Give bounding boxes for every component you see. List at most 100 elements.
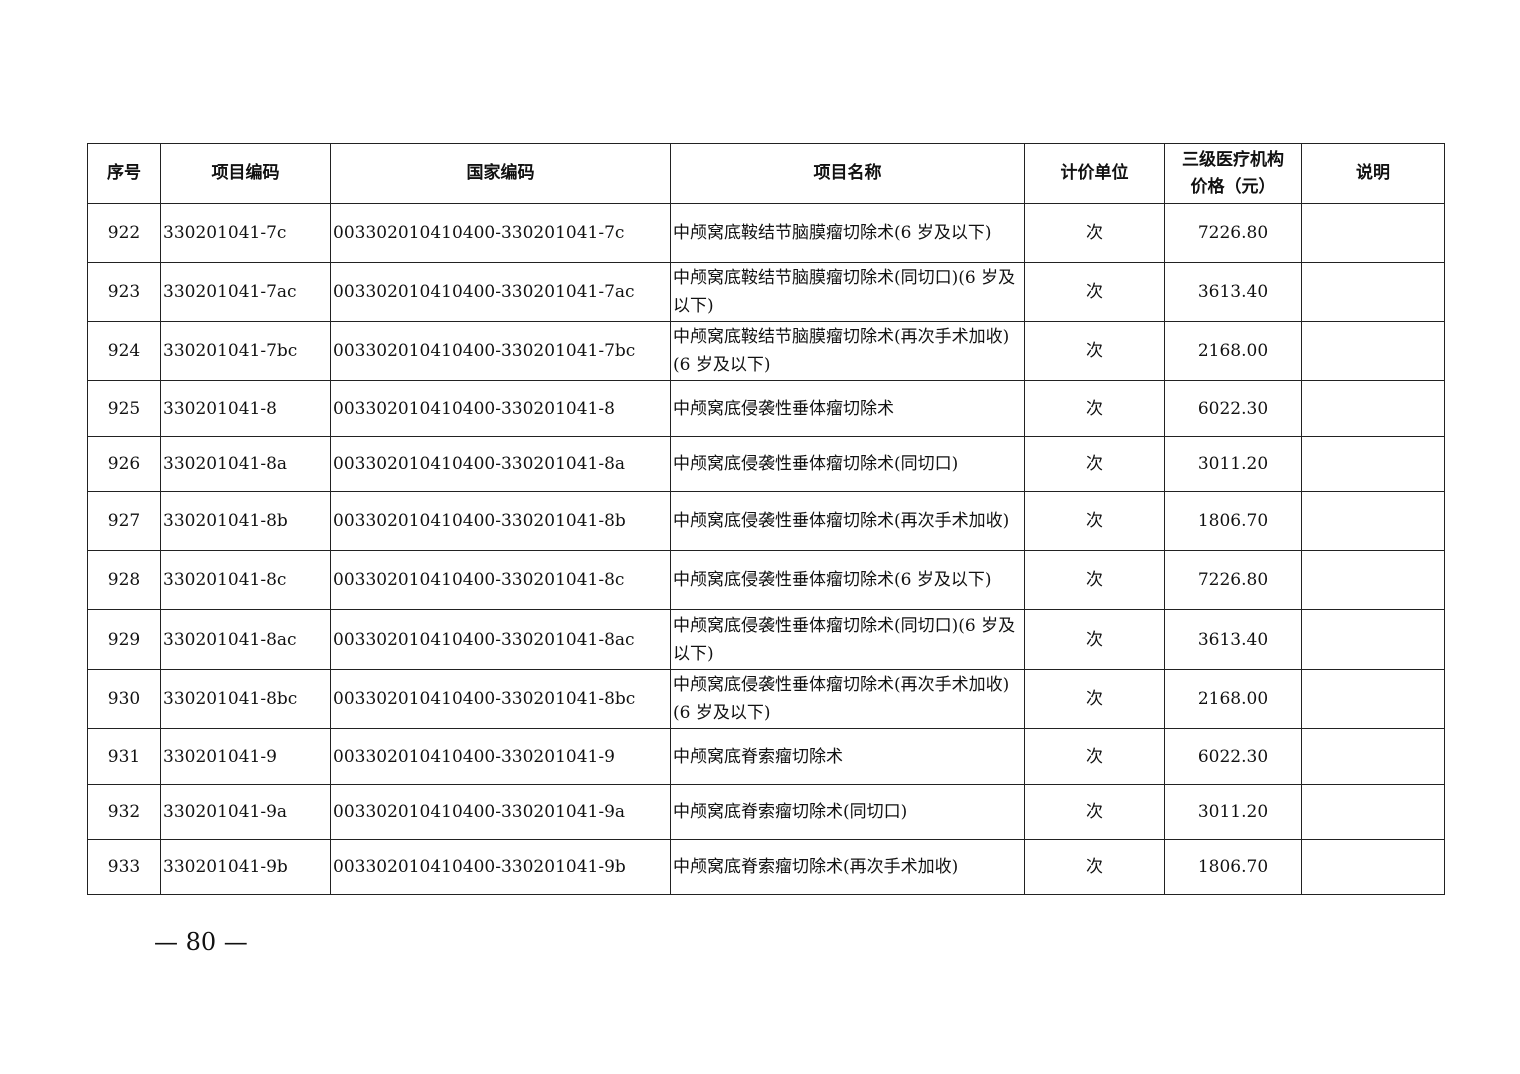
- table-row: 928 330201041-8c 003302010410400-330201041…: [87, 550, 1445, 610]
- table-row: 927 330201041-8b 003302010410400-330201041…: [87, 491, 1445, 551]
- cell-unit: 次: [1024, 436, 1165, 492]
- cell-code: 330201041-8ac: [160, 609, 331, 670]
- cell-unit: 次: [1024, 669, 1165, 729]
- cell-name: 中颅窝底侵袭性垂体瘤切除术(再次手术加收)(6 岁及以下): [670, 669, 1025, 729]
- cell-name: 中颅窝底脊索瘤切除术: [670, 728, 1025, 785]
- cell-code: 330201041-9a: [160, 784, 331, 840]
- table-row: 929 330201041-8ac 003302010410400-33020104…: [87, 609, 1445, 670]
- cell-no: 923: [87, 262, 161, 322]
- cell-note: [1301, 839, 1445, 895]
- cell-national-code: 003302010410400-330201041-7ac: [330, 262, 671, 322]
- cell-price: 1806.70: [1164, 491, 1302, 551]
- cell-name: 中颅窝底侵袭性垂体瘤切除术(再次手术加收): [670, 491, 1025, 551]
- cell-national-code: 003302010410400-330201041-9a: [330, 784, 671, 840]
- cell-name: 中颅窝底鞍结节脑膜瘤切除术(再次手术加收)(6 岁及以下): [670, 321, 1025, 381]
- cell-name: 中颅窝底侵袭性垂体瘤切除术: [670, 380, 1025, 437]
- header-note: 说明: [1301, 143, 1445, 204]
- cell-no: 930: [87, 669, 161, 729]
- cell-note: [1301, 262, 1445, 322]
- cell-unit: 次: [1024, 728, 1165, 785]
- cell-national-code: 003302010410400-330201041-8: [330, 380, 671, 437]
- cell-unit: 次: [1024, 380, 1165, 437]
- cell-note: [1301, 669, 1445, 729]
- cell-no: 924: [87, 321, 161, 381]
- cell-no: 928: [87, 550, 161, 610]
- cell-price: 3613.40: [1164, 609, 1302, 670]
- cell-national-code: 003302010410400-330201041-9b: [330, 839, 671, 895]
- table-row: 924 330201041-7bc 003302010410400-33020104…: [87, 321, 1445, 381]
- cell-code: 330201041-9b: [160, 839, 331, 895]
- table-row: 930 330201041-8bc 003302010410400-33020104…: [87, 669, 1445, 729]
- cell-no: 922: [87, 203, 161, 263]
- cell-no: 925: [87, 380, 161, 437]
- cell-code: 330201041-7ac: [160, 262, 331, 322]
- cell-code: 330201041-7c: [160, 203, 331, 263]
- cell-code: 330201041-8: [160, 380, 331, 437]
- cell-unit: 次: [1024, 550, 1165, 610]
- header-price-line1: 三级医疗机构: [1182, 149, 1284, 170]
- cell-code: 330201041-8b: [160, 491, 331, 551]
- cell-note: [1301, 380, 1445, 437]
- cell-unit: 次: [1024, 784, 1165, 840]
- cell-unit: 次: [1024, 839, 1165, 895]
- cell-price: 3011.20: [1164, 436, 1302, 492]
- cell-unit: 次: [1024, 609, 1165, 670]
- cell-no: 931: [87, 728, 161, 785]
- table-header-row: 序号 项目编码 国家编码 项目名称 计价单位 三级医疗机构 价格（元） 说明: [87, 143, 1445, 204]
- cell-price: 3613.40: [1164, 262, 1302, 322]
- cell-unit: 次: [1024, 262, 1165, 322]
- cell-name: 中颅窝底侵袭性垂体瘤切除术(6 岁及以下): [670, 550, 1025, 610]
- cell-price: 7226.80: [1164, 550, 1302, 610]
- cell-price: 6022.30: [1164, 728, 1302, 785]
- cell-name: 中颅窝底脊索瘤切除术(再次手术加收): [670, 839, 1025, 895]
- cell-national-code: 003302010410400-330201041-8a: [330, 436, 671, 492]
- header-national-code: 国家编码: [330, 143, 671, 204]
- header-name: 项目名称: [670, 143, 1025, 204]
- cell-note: [1301, 321, 1445, 381]
- table-row: 931 330201041-9 003302010410400-330201041-…: [87, 728, 1445, 785]
- cell-no: 929: [87, 609, 161, 670]
- table-row: 933 330201041-9b 003302010410400-330201041…: [87, 839, 1445, 895]
- cell-unit: 次: [1024, 203, 1165, 263]
- cell-code: 330201041-8a: [160, 436, 331, 492]
- cell-name: 中颅窝底侵袭性垂体瘤切除术(同切口)(6 岁及以下): [670, 609, 1025, 670]
- cell-note: [1301, 550, 1445, 610]
- table-row: 923 330201041-7ac 003302010410400-33020104…: [87, 262, 1445, 322]
- cell-note: [1301, 203, 1445, 263]
- header-price: 三级医疗机构 价格（元）: [1164, 143, 1302, 204]
- cell-note: [1301, 784, 1445, 840]
- cell-note: [1301, 728, 1445, 785]
- header-no: 序号: [87, 143, 161, 204]
- cell-code: 330201041-8c: [160, 550, 331, 610]
- table-row: 932 330201041-9a 003302010410400-330201041…: [87, 784, 1445, 840]
- page-number: — 80 —: [154, 928, 248, 956]
- cell-no: 927: [87, 491, 161, 551]
- header-unit: 计价单位: [1024, 143, 1165, 204]
- cell-unit: 次: [1024, 491, 1165, 551]
- cell-name: 中颅窝底鞍结节脑膜瘤切除术(6 岁及以下): [670, 203, 1025, 263]
- cell-national-code: 003302010410400-330201041-7bc: [330, 321, 671, 381]
- cell-note: [1301, 609, 1445, 670]
- cell-code: 330201041-9: [160, 728, 331, 785]
- header-code: 项目编码: [160, 143, 331, 204]
- price-table: 序号 项目编码 国家编码 项目名称 计价单位 三级医疗机构 价格（元） 说明 92…: [87, 143, 1445, 895]
- cell-national-code: 003302010410400-330201041-9: [330, 728, 671, 785]
- cell-name: 中颅窝底鞍结节脑膜瘤切除术(同切口)(6 岁及以下): [670, 262, 1025, 322]
- cell-note: [1301, 491, 1445, 551]
- cell-price: 2168.00: [1164, 321, 1302, 381]
- table-row: 922 330201041-7c 003302010410400-330201041…: [87, 203, 1445, 263]
- cell-price: 6022.30: [1164, 380, 1302, 437]
- cell-national-code: 003302010410400-330201041-8bc: [330, 669, 671, 729]
- cell-no: 932: [87, 784, 161, 840]
- cell-price: 3011.20: [1164, 784, 1302, 840]
- cell-code: 330201041-8bc: [160, 669, 331, 729]
- cell-national-code: 003302010410400-330201041-7c: [330, 203, 671, 263]
- cell-national-code: 003302010410400-330201041-8c: [330, 550, 671, 610]
- cell-note: [1301, 436, 1445, 492]
- cell-name: 中颅窝底侵袭性垂体瘤切除术(同切口): [670, 436, 1025, 492]
- cell-price: 1806.70: [1164, 839, 1302, 895]
- cell-price: 2168.00: [1164, 669, 1302, 729]
- header-price-line2: 价格（元）: [1190, 176, 1276, 197]
- cell-national-code: 003302010410400-330201041-8b: [330, 491, 671, 551]
- cell-no: 926: [87, 436, 161, 492]
